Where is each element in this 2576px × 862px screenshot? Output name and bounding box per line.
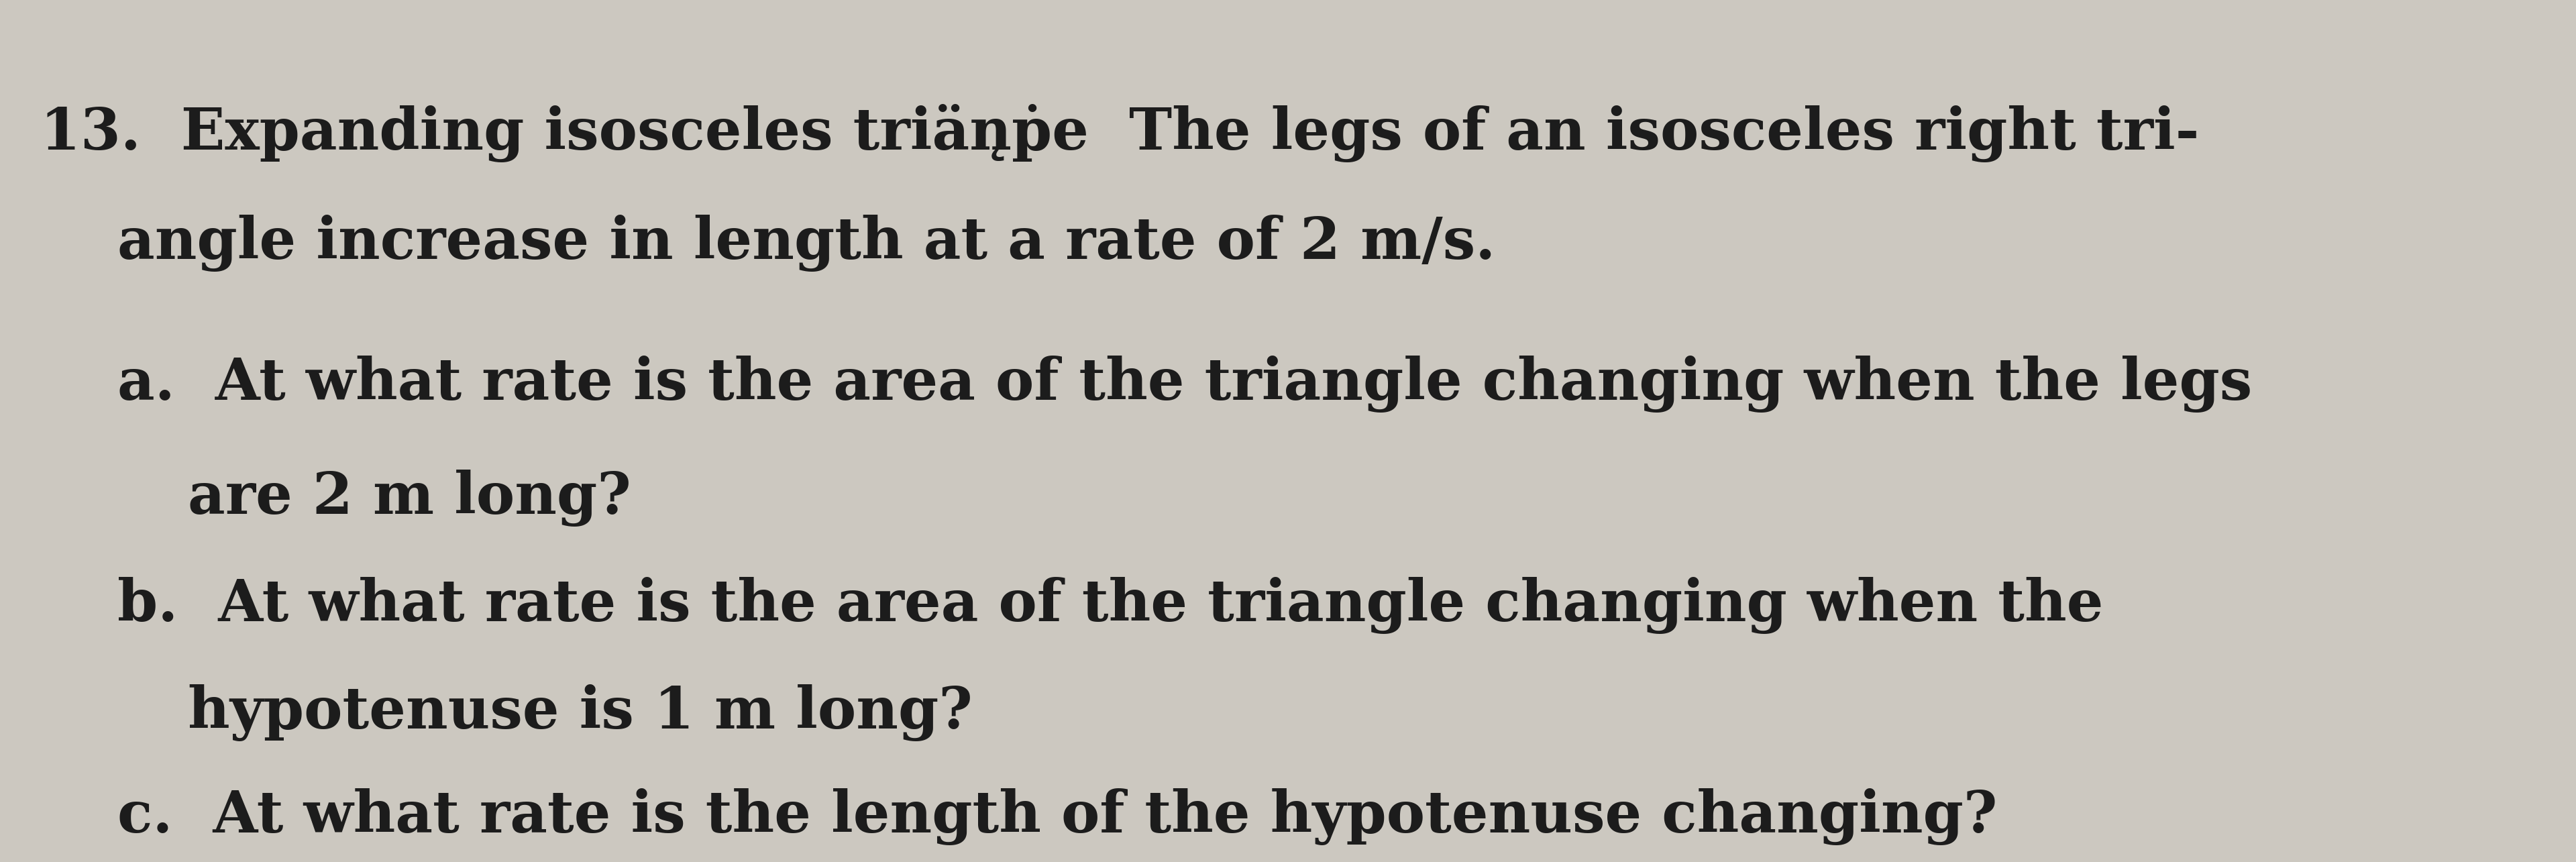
Text: hypotenuse is 1 m long?: hypotenuse is 1 m long? xyxy=(188,684,974,741)
Text: c.  At what rate is the length of the hypotenuse changing?: c. At what rate is the length of the hyp… xyxy=(118,788,1996,846)
Text: a.  At what rate is the area of the triangle changing when the legs: a. At what rate is the area of the trian… xyxy=(118,355,2251,413)
Text: are 2 m long?: are 2 m long? xyxy=(188,470,631,527)
Text: angle increase in length at a rate of 2 m/s.: angle increase in length at a rate of 2 … xyxy=(118,215,1497,272)
Text: 13.  Expanding isosceles triän̨ṗe  The legs of an isosceles right tri-: 13. Expanding isosceles triän̨ṗe The leg… xyxy=(41,104,2200,162)
Text: b.  At what rate is the area of the triangle changing when the: b. At what rate is the area of the trian… xyxy=(118,577,2105,634)
